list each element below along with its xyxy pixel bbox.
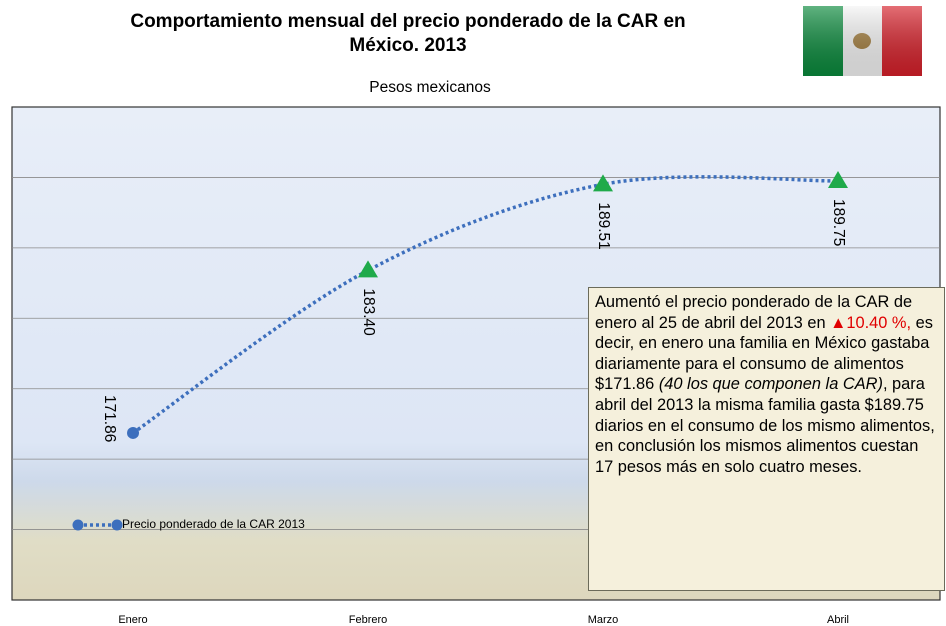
data-label: 171.86 (101, 395, 118, 442)
data-label: 189.75 (830, 199, 847, 246)
legend-marker (111, 519, 123, 531)
annotation: Aumentó el precio ponderado de la CAR de… (588, 287, 945, 591)
annotation-text: Aumentó el precio ponderado de la CAR de… (595, 293, 913, 332)
x-tick-label: Enero (118, 614, 147, 626)
data-label: 189.51 (595, 202, 612, 249)
annotation-highlight: ▲10.40 %, (830, 313, 912, 332)
legend-label: Precio ponderado de la CAR 2013 (122, 517, 305, 531)
marker (127, 426, 139, 439)
chart-title: México. 2013 (349, 35, 466, 56)
marker (828, 170, 848, 188)
annotation-text: , para abril del 2013 la misma familia g… (595, 375, 935, 476)
subtitle: Pesos mexicanos (369, 79, 491, 96)
x-tick-label: Abril (827, 614, 849, 626)
series-line (132, 175, 839, 435)
flag (803, 6, 922, 76)
marker (593, 174, 613, 192)
marker (358, 260, 378, 278)
data-label: 183.40 (360, 288, 377, 336)
annotation-italic: (40 los que componen la CAR) (658, 375, 883, 394)
chart-title: Comportamiento mensual del precio ponder… (130, 11, 685, 32)
x-tick-label: Marzo (588, 614, 619, 626)
legend-marker (72, 519, 84, 531)
x-tick-label: Febrero (349, 614, 388, 626)
annotation-text: es decir, en enero una familia en México… (595, 313, 933, 394)
